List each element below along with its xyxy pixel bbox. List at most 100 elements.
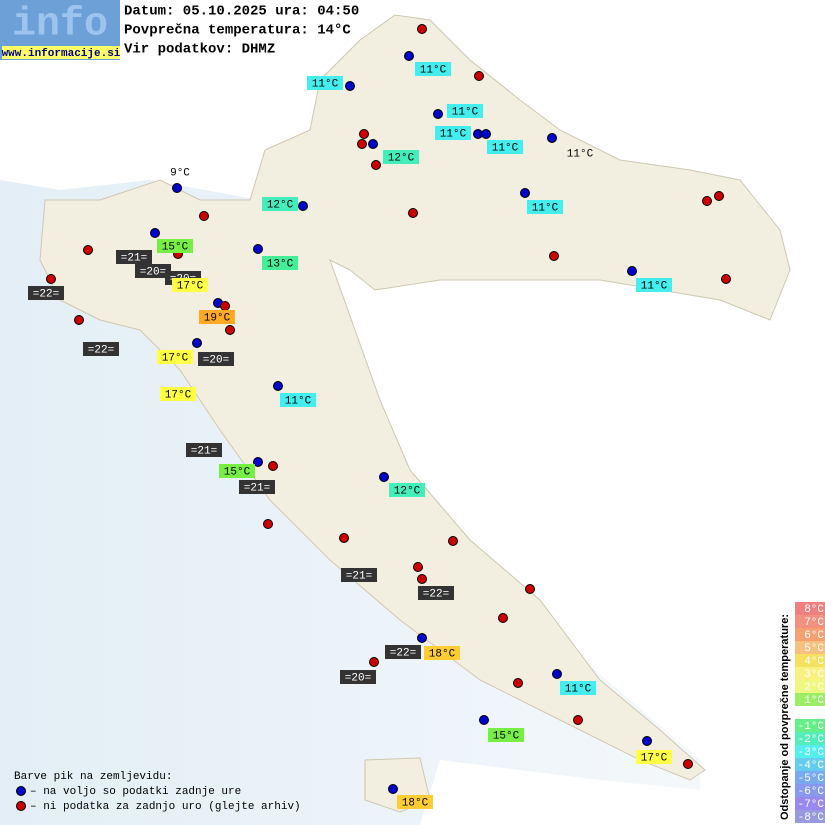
station-dot xyxy=(552,669,562,679)
temp-label: 17°C xyxy=(177,280,204,292)
scale-swatch xyxy=(795,810,825,823)
temp-box xyxy=(527,200,563,214)
station-dot xyxy=(368,139,378,149)
station-dot xyxy=(199,211,209,221)
station-dot xyxy=(150,228,160,238)
temp-label: =21= xyxy=(191,445,217,457)
temp-box xyxy=(435,126,471,140)
station-dot xyxy=(721,274,731,284)
temp-box xyxy=(219,464,255,478)
temp-box xyxy=(307,76,343,90)
temp-box xyxy=(172,278,208,292)
temp-box xyxy=(135,264,171,278)
scale-title: Odstopanje od povprečne temperature: xyxy=(779,614,791,820)
temp-box xyxy=(487,140,523,154)
scale-swatch xyxy=(795,719,825,732)
scale-label: -4°C xyxy=(798,760,825,772)
station-dot xyxy=(627,266,637,276)
temp-box xyxy=(198,352,234,366)
temp-box xyxy=(160,387,196,401)
temp-box xyxy=(636,278,672,292)
temp-label: =20= xyxy=(345,672,371,684)
station-dot xyxy=(74,315,84,325)
station-dot xyxy=(253,457,263,467)
temp-label: 9°C xyxy=(170,167,190,179)
average: Povprečna temperatura: 14°C xyxy=(124,23,351,39)
scale-label: -1°C xyxy=(798,721,825,733)
station-dot xyxy=(359,129,369,139)
temp-label: 17°C xyxy=(641,752,668,764)
station-dot xyxy=(268,461,278,471)
scale-label: 2°C xyxy=(804,682,824,694)
station-dot xyxy=(273,381,283,391)
station-dot xyxy=(220,301,230,311)
station-dot xyxy=(404,51,414,61)
temp-label: 17°C xyxy=(165,389,192,401)
scale-label: 5°C xyxy=(804,643,824,655)
temp-box xyxy=(636,750,672,764)
scale-swatch xyxy=(795,693,825,706)
station-dot xyxy=(525,584,535,594)
station-dot xyxy=(417,24,427,34)
temp-box xyxy=(239,480,275,494)
temp-label: 11°C xyxy=(312,78,339,90)
station-dot xyxy=(357,139,367,149)
legend-missing: – ni podatka za zadnjo uro (glejte arhiv… xyxy=(30,801,301,813)
station-dot xyxy=(520,188,530,198)
scale-label: -3°C xyxy=(798,747,825,759)
station-dot xyxy=(225,325,235,335)
temp-label: 11°C xyxy=(285,395,312,407)
temp-label: 18°C xyxy=(429,648,456,660)
temp-box xyxy=(488,728,524,742)
legend-red xyxy=(16,801,26,811)
temp-label: 12°C xyxy=(267,199,294,211)
temp-box xyxy=(28,286,64,300)
temp-label: =21= xyxy=(346,570,372,582)
legend-blue xyxy=(16,786,26,796)
scale-label: 1°C xyxy=(804,695,824,707)
scale-label: -7°C xyxy=(798,799,825,811)
temp-label: =20= xyxy=(140,266,166,278)
station-dot xyxy=(379,472,389,482)
temp-label: 15°C xyxy=(493,730,520,742)
temp-box xyxy=(116,250,152,264)
temp-label: 11°C xyxy=(420,64,447,76)
temp-box xyxy=(415,62,451,76)
site-bg xyxy=(2,46,120,59)
temp-box xyxy=(262,256,298,270)
temp-box xyxy=(340,670,376,684)
temp-box xyxy=(262,197,298,211)
temp-box xyxy=(383,150,419,164)
station-dot xyxy=(417,633,427,643)
station-dot xyxy=(192,338,202,348)
temp-label: 12°C xyxy=(394,485,421,497)
scale-label: -6°C xyxy=(798,786,825,798)
scale-swatch xyxy=(795,641,825,654)
temp-label: =22= xyxy=(423,588,449,600)
temp-box xyxy=(424,646,460,660)
station-dot xyxy=(408,208,418,218)
scale-swatch xyxy=(795,602,825,615)
temp-label: =20= xyxy=(203,354,229,366)
temp-label: =22= xyxy=(88,344,114,356)
station-dot xyxy=(702,196,712,206)
temp-box xyxy=(186,443,222,457)
station-dot xyxy=(369,657,379,667)
temp-box xyxy=(385,645,421,659)
legend-title: Barve pik na zemljevidu: xyxy=(14,771,172,783)
station-dot xyxy=(714,191,724,201)
station-dot xyxy=(513,678,523,688)
legend-available: – na voljo so podatki zadnje ure xyxy=(30,786,241,798)
scale-swatch xyxy=(795,615,825,628)
scale-label: 3°C xyxy=(804,669,824,681)
site: www.informacije.si xyxy=(2,48,121,60)
temp-label: 11°C xyxy=(440,128,467,140)
temp-label: 13°C xyxy=(267,258,294,270)
date: Datum: 05.10.2025 ura: 04:50 xyxy=(124,4,359,20)
station-dot xyxy=(388,784,398,794)
scale-label: -2°C xyxy=(798,734,825,746)
station-dot xyxy=(339,533,349,543)
temp-label: 11°C xyxy=(567,148,594,160)
temp-box xyxy=(560,681,596,695)
